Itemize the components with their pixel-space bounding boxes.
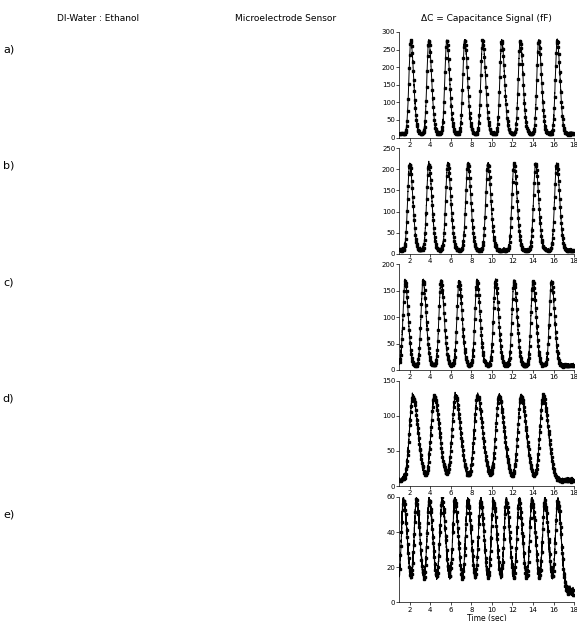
X-axis label: Time (sec): Time (sec) bbox=[467, 149, 507, 158]
Text: e): e) bbox=[3, 509, 14, 520]
Text: a): a) bbox=[3, 45, 14, 55]
X-axis label: Time (sec): Time (sec) bbox=[467, 381, 507, 391]
Text: d): d) bbox=[3, 393, 14, 403]
Text: Microelectrode Sensor: Microelectrode Sensor bbox=[235, 14, 336, 23]
Text: DI-Water : Ethanol: DI-Water : Ethanol bbox=[57, 14, 138, 23]
X-axis label: Time (sec): Time (sec) bbox=[467, 265, 507, 274]
Text: b): b) bbox=[3, 161, 14, 171]
Text: c): c) bbox=[3, 277, 14, 287]
Text: ΔC = Capacitance Signal (fF): ΔC = Capacitance Signal (fF) bbox=[421, 14, 552, 23]
X-axis label: Time (sec): Time (sec) bbox=[467, 497, 507, 507]
X-axis label: Time (sec): Time (sec) bbox=[467, 614, 507, 621]
